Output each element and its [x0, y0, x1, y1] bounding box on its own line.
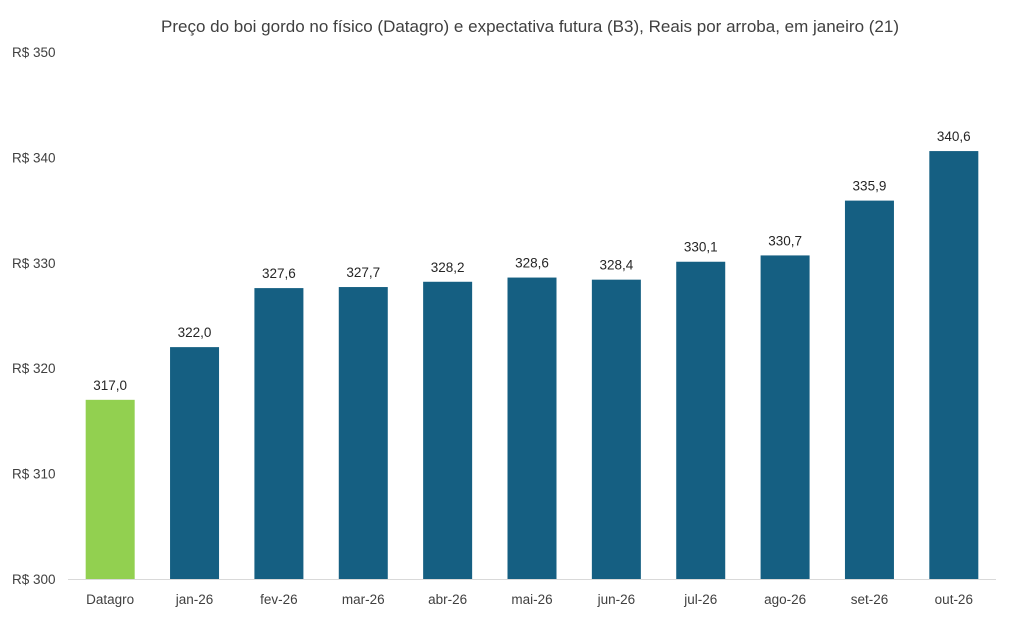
- data-label: 330,1: [684, 240, 718, 255]
- x-tick-label: abr-26: [428, 592, 467, 607]
- y-axis-ticks: R$ 300 R$ 310 R$ 320 R$ 330 R$ 340 R$ 350: [12, 45, 56, 587]
- data-label: 328,4: [599, 258, 633, 273]
- bar: [929, 151, 979, 580]
- bar: [338, 287, 388, 579]
- data-label: 317,0: [93, 378, 127, 393]
- data-label: 335,9: [853, 179, 887, 194]
- x-tick-label: mai-26: [511, 592, 552, 607]
- x-tick-label: out-26: [935, 592, 973, 607]
- x-tick-label: fev-26: [260, 592, 298, 607]
- y-tick-label: R$ 350: [12, 45, 56, 60]
- bar: [676, 261, 726, 579]
- x-tick-label: set-26: [851, 592, 889, 607]
- data-label: 328,6: [515, 256, 549, 271]
- x-tick-label: mar-26: [342, 592, 385, 607]
- x-tick-label: Datagro: [86, 592, 134, 607]
- x-tick-label: jun-26: [597, 592, 636, 607]
- bar: [423, 281, 473, 579]
- data-label: 327,6: [262, 266, 296, 281]
- y-tick-label: R$ 330: [12, 256, 56, 271]
- data-label: 327,7: [346, 265, 380, 280]
- chart-title: Preço do boi gordo no físico (Datagro) e…: [161, 17, 899, 36]
- data-label: 330,7: [768, 233, 802, 248]
- bar: [591, 279, 641, 579]
- y-tick-label: R$ 300: [12, 572, 56, 587]
- data-label: 340,6: [937, 129, 971, 144]
- x-tick-label: jan-26: [175, 592, 214, 607]
- y-tick-label: R$ 320: [12, 361, 56, 376]
- data-label: 328,2: [431, 260, 465, 275]
- x-tick-label: ago-26: [764, 592, 806, 607]
- data-label: 322,0: [178, 325, 212, 340]
- data-labels-group: 317,0 322,0 327,6 327,7 328,2 328,6 328,4 330,1…: [93, 129, 970, 393]
- bar: [85, 399, 135, 579]
- bar: [170, 347, 220, 579]
- y-tick-label: R$ 310: [12, 467, 56, 482]
- bar: [507, 277, 557, 579]
- x-tick-label: jul-26: [683, 592, 717, 607]
- bars-group: [85, 151, 979, 580]
- category-labels-group: Datagro jan-26 fev-26 mar-26 abr-26 mai-26 jun…: [86, 592, 973, 607]
- bar: [844, 200, 894, 579]
- y-tick-label: R$ 340: [12, 150, 56, 165]
- bar: [254, 288, 304, 579]
- bar: [760, 255, 810, 579]
